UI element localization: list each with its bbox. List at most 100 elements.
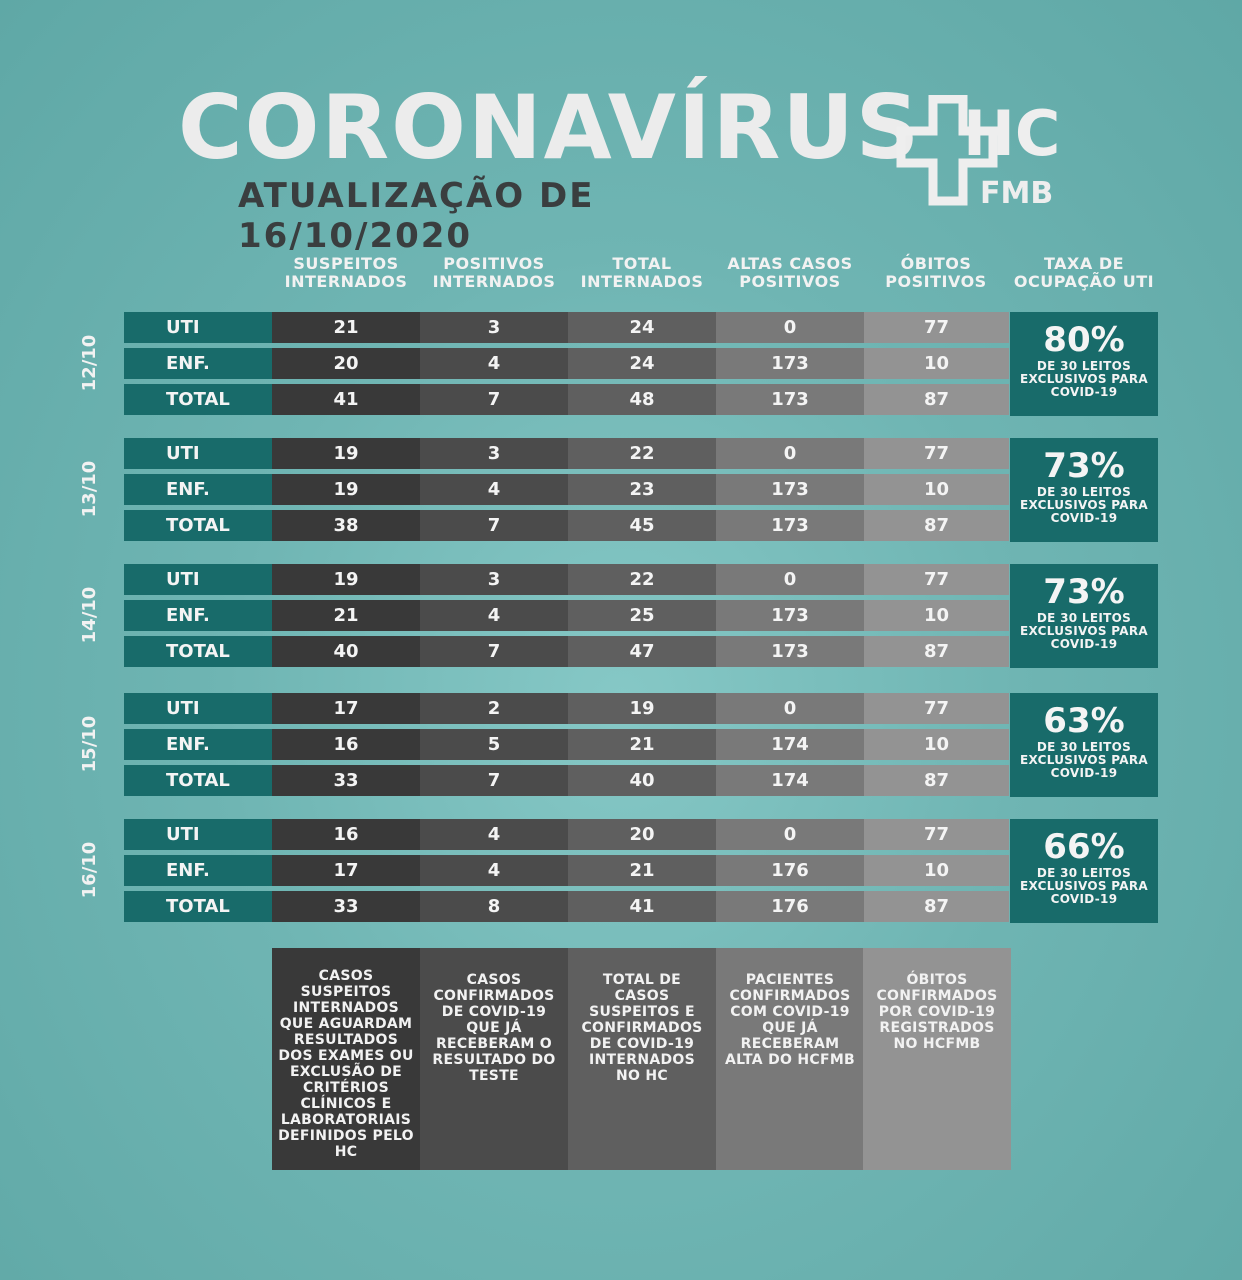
row-label: ENF.	[124, 729, 272, 760]
row-label: UTI	[124, 312, 272, 343]
row-label: ENF.	[124, 348, 272, 379]
cell-positivos: 7	[420, 510, 568, 541]
cell-suspeitos: 19	[272, 474, 420, 505]
cell-obitos: 10	[864, 729, 1009, 760]
cell-obitos: 10	[864, 600, 1009, 631]
cell-total: 48	[568, 384, 716, 415]
legend-text: PACIENTES CONFIRMADOS COM COVID-19 QUE J…	[724, 972, 856, 1068]
cell-altas: 173	[716, 510, 864, 541]
uti-occupancy-rate: 66%	[1043, 827, 1125, 867]
cell-obitos: 87	[864, 636, 1009, 667]
uti-occupancy-box: 73% DE 30 LEITOS EXCLUSIVOS PARA COVID-1…	[1010, 438, 1158, 542]
uti-occupancy-box: 73% DE 30 LEITOS EXCLUSIVOS PARA COVID-1…	[1010, 564, 1158, 668]
cell-altas: 0	[716, 819, 864, 850]
cell-suspeitos: 20	[272, 348, 420, 379]
col-header-taxa: TAXA DE OCUPAÇÃO UTI	[1013, 254, 1155, 291]
uti-occupancy-rate: 63%	[1043, 701, 1125, 741]
cell-total: 20	[568, 819, 716, 850]
table-row-uti: UTI 21 3 24 0 77	[124, 312, 1009, 343]
table-row-enf: ENF. 17 4 21 176 10	[124, 855, 1009, 886]
cell-altas: 174	[716, 729, 864, 760]
cell-suspeitos: 41	[272, 384, 420, 415]
cell-suspeitos: 40	[272, 636, 420, 667]
cell-altas: 176	[716, 891, 864, 922]
cell-total: 21	[568, 729, 716, 760]
col-header-obitos: ÓBITOS POSITIVOS	[885, 254, 987, 291]
col-header-suspeitos: SUSPEITOS INTERNADOS	[284, 254, 408, 291]
cell-suspeitos: 17	[272, 855, 420, 886]
col-header-positivos: POSITIVOS INTERNADOS	[432, 254, 556, 291]
cell-altas: 0	[716, 312, 864, 343]
date-group-16-10: 16/10 UTI 16 4 20 0 77 ENF. 17 4 21 176 …	[0, 819, 1242, 923]
cell-suspeitos: 19	[272, 564, 420, 595]
logo-fmb-text: FMB	[980, 176, 1053, 207]
cell-positivos: 4	[420, 855, 568, 886]
cell-total: 45	[568, 510, 716, 541]
cell-obitos: 77	[864, 312, 1009, 343]
row-label: TOTAL	[124, 636, 272, 667]
legend-text: CASOS CONFIRMADOS DE COVID-19 QUE JÁ REC…	[432, 972, 556, 1084]
cell-suspeitos: 33	[272, 891, 420, 922]
table-row-uti: UTI 19 3 22 0 77	[124, 438, 1009, 469]
cell-suspeitos: 17	[272, 693, 420, 724]
row-label: UTI	[124, 564, 272, 595]
cell-positivos: 8	[420, 891, 568, 922]
uti-occupancy-rate: 73%	[1043, 446, 1125, 486]
legend-positivos: CASOS CONFIRMADOS DE COVID-19 QUE JÁ REC…	[420, 948, 568, 1170]
cell-altas: 173	[716, 384, 864, 415]
row-label: ENF.	[124, 855, 272, 886]
cell-total: 40	[568, 765, 716, 796]
table-row-uti: UTI 16 4 20 0 77	[124, 819, 1009, 850]
table-row-total: TOTAL 41 7 48 173 87	[124, 384, 1009, 415]
cell-total: 24	[568, 312, 716, 343]
cell-obitos: 87	[864, 765, 1009, 796]
cell-suspeitos: 33	[272, 765, 420, 796]
legend-altas: PACIENTES CONFIRMADOS COM COVID-19 QUE J…	[716, 948, 864, 1170]
legend-text: TOTAL DE CASOS SUSPEITOS E CONFIRMADOS D…	[581, 972, 703, 1084]
cell-suspeitos: 16	[272, 729, 420, 760]
date-group-13-10: 13/10 UTI 19 3 22 0 77 ENF. 19 4 23 173 …	[0, 438, 1242, 542]
legend-text: ÓBITOS CONFIRMADOS POR COVID-19 REGISTRA…	[876, 972, 998, 1052]
cell-obitos: 77	[864, 438, 1009, 469]
cell-obitos: 87	[864, 891, 1009, 922]
cell-positivos: 7	[420, 636, 568, 667]
cell-suspeitos: 16	[272, 819, 420, 850]
date-label: 14/10	[79, 586, 100, 644]
cell-total: 22	[568, 438, 716, 469]
cell-obitos: 77	[864, 819, 1009, 850]
cell-obitos: 10	[864, 348, 1009, 379]
cell-altas: 173	[716, 474, 864, 505]
cell-obitos: 87	[864, 510, 1009, 541]
table-row-total: TOTAL 33 7 40 174 87	[124, 765, 1009, 796]
logo-hc-text: HC	[963, 97, 1060, 170]
page-title: CORONAVÍRUS	[178, 76, 922, 179]
cell-obitos: 10	[864, 474, 1009, 505]
cell-suspeitos: 19	[272, 438, 420, 469]
uti-occupancy-box: 66% DE 30 LEITOS EXCLUSIVOS PARA COVID-1…	[1010, 819, 1158, 923]
cell-altas: 173	[716, 348, 864, 379]
cell-positivos: 2	[420, 693, 568, 724]
row-label: ENF.	[124, 600, 272, 631]
date-label: 15/10	[79, 715, 100, 773]
uti-occupancy-rate: 73%	[1043, 572, 1125, 612]
cell-suspeitos: 21	[272, 600, 420, 631]
date-group-12-10: 12/10 UTI 21 3 24 0 77 ENF. 20 4 24 173 …	[0, 312, 1242, 416]
cell-total: 24	[568, 348, 716, 379]
cell-total: 23	[568, 474, 716, 505]
cell-positivos: 4	[420, 819, 568, 850]
date-label: 12/10	[79, 334, 100, 392]
col-header-total: TOTAL INTERNADOS	[580, 254, 704, 291]
table-row-total: TOTAL 38 7 45 173 87	[124, 510, 1009, 541]
cell-total: 21	[568, 855, 716, 886]
cell-altas: 173	[716, 600, 864, 631]
cell-positivos: 7	[420, 384, 568, 415]
cell-total: 41	[568, 891, 716, 922]
cell-altas: 174	[716, 765, 864, 796]
table-row-enf: ENF. 16 5 21 174 10	[124, 729, 1009, 760]
legend-obitos: ÓBITOS CONFIRMADOS POR COVID-19 REGISTRA…	[863, 948, 1011, 1170]
cell-positivos: 3	[420, 312, 568, 343]
uti-occupancy-box: 63% DE 30 LEITOS EXCLUSIVOS PARA COVID-1…	[1010, 693, 1158, 797]
legend-text: CASOS SUSPEITOS INTERNADOS QUE AGUARDAM …	[278, 968, 414, 1160]
cell-total: 25	[568, 600, 716, 631]
cell-total: 47	[568, 636, 716, 667]
